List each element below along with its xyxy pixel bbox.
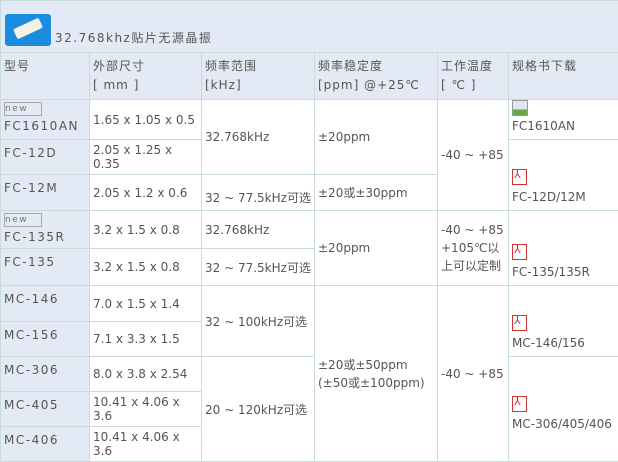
table-row: MC-146 7.0 x 1.5 x 1.4 32 ~ 100kHz可选 ±20…	[1, 286, 618, 322]
temp-cell: -40 ~ +85	[438, 100, 509, 211]
temp-cell: -40 ~ +85	[438, 286, 509, 462]
freq-cell: 32 ~ 77.5kHz可选	[202, 175, 315, 211]
model-cell: FC-12D	[1, 140, 90, 175]
stability-cell: ±20或±50ppm(±50或±100ppm)	[315, 286, 438, 462]
header-temp: 工作温度[ ℃ ]	[438, 53, 509, 100]
size-cell: 7.1 x 3.3 x 1.5	[90, 322, 202, 357]
size-cell: 3.2 x 1.5 x 0.8	[90, 211, 202, 249]
model-cell: MC-306	[1, 357, 90, 392]
stability-cell: ±20或±30ppm	[315, 175, 438, 211]
image-icon	[512, 100, 528, 116]
model-cell: MC-406	[1, 427, 90, 462]
broken-image-icon: new	[4, 102, 42, 116]
size-cell: 2.05 x 1.25 x 0.35	[90, 140, 202, 175]
stability-cell: ±20ppm	[315, 100, 438, 175]
crystal-logo-icon	[5, 14, 51, 46]
model-cell: FC-135	[1, 249, 90, 286]
freq-cell: 32.768kHz	[202, 100, 315, 175]
header-size: 外部尺寸[ mm ]	[90, 53, 202, 100]
freq-cell: 32 ~ 77.5kHz可选	[202, 249, 315, 286]
title-text: 32.768khz贴片无源晶振	[55, 31, 212, 45]
freq-cell: 20 ~ 120kHz可选	[202, 357, 315, 462]
table-title: 32.768khz贴片无源晶振	[1, 1, 618, 53]
download-link[interactable]: MC-306/405/406	[509, 357, 618, 462]
header-download: 规格书下载	[509, 53, 618, 100]
header-model: 型号	[1, 53, 90, 100]
download-link[interactable]: FC-135/135R	[509, 211, 618, 286]
freq-cell: 32.768kHz	[202, 211, 315, 249]
model-cell: FC-12M	[1, 175, 90, 211]
header-freq: 频率范围[kHz]	[202, 53, 315, 100]
download-link[interactable]: FC-12D/12M	[509, 140, 618, 211]
pdf-icon	[512, 169, 527, 185]
size-cell: 10.41 x 4.06 x 3.6	[90, 427, 202, 462]
stability-cell: ±20ppm	[315, 211, 438, 286]
pdf-icon	[512, 244, 527, 260]
size-cell: 10.41 x 4.06 x 3.6	[90, 392, 202, 427]
download-link[interactable]: MC-146/156	[509, 286, 618, 357]
broken-image-icon: new	[4, 213, 42, 227]
temp-cell: -40 ~ +85+105℃以上可以定制	[438, 211, 509, 286]
size-cell: 8.0 x 3.8 x 2.54	[90, 357, 202, 392]
size-cell: 7.0 x 1.5 x 1.4	[90, 286, 202, 322]
pdf-icon	[512, 396, 527, 412]
model-cell: MC-405	[1, 392, 90, 427]
table-row: MC-306 8.0 x 3.8 x 2.54 20 ~ 120kHz可选 MC…	[1, 357, 618, 392]
model-cell: MC-156	[1, 322, 90, 357]
freq-cell: 32 ~ 100kHz可选	[202, 286, 315, 357]
header-stability: 频率稳定度[ppm] @+25℃	[315, 53, 438, 100]
pdf-icon	[512, 315, 527, 331]
header-row: 型号 外部尺寸[ mm ] 频率范围[kHz] 频率稳定度[ppm] @+25℃…	[1, 53, 618, 100]
size-cell: 2.05 x 1.2 x 0.6	[90, 175, 202, 211]
download-link[interactable]: FC1610AN	[509, 100, 618, 140]
model-cell: MC-146	[1, 286, 90, 322]
size-cell: 3.2 x 1.5 x 0.8	[90, 249, 202, 286]
size-cell: 1.65 x 1.05 x 0.5	[90, 100, 202, 140]
